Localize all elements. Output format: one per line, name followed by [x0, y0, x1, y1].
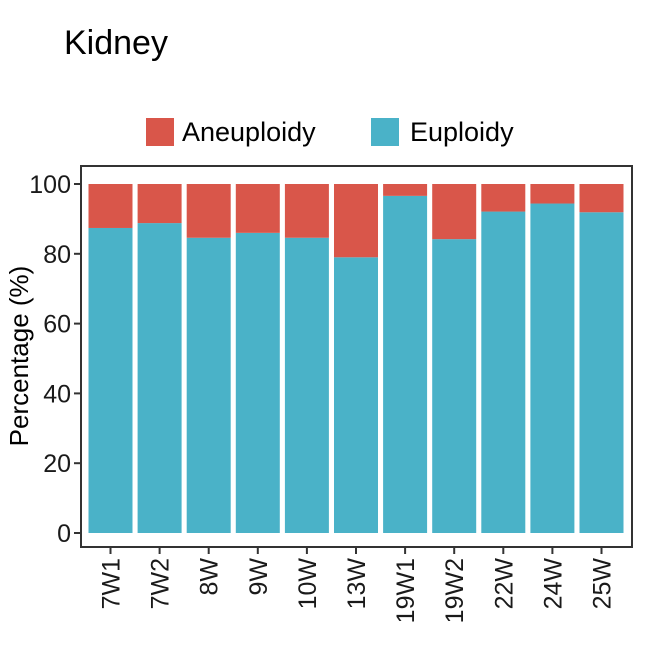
x-tick-label: 22W — [490, 558, 518, 610]
bar-group — [88, 184, 624, 534]
bar-segment-euploidy-19w1 — [383, 195, 428, 533]
bar-segment-euploidy-24w — [530, 203, 575, 534]
x-tick-label: 8W — [196, 558, 224, 596]
x-tick-label: 10W — [294, 558, 322, 610]
y-tick-label: 20 — [43, 450, 71, 478]
y-tick-label: 60 — [43, 311, 71, 339]
y-tick-label: 0 — [57, 520, 71, 548]
legend-swatch-euploidy — [371, 118, 399, 146]
chart-title: Kidney — [64, 24, 168, 62]
x-tick-label: 7W1 — [98, 558, 126, 609]
y-tick-label: 80 — [43, 241, 71, 269]
x-tick-label: 13W — [343, 558, 371, 610]
y-tick-label: 40 — [43, 380, 71, 408]
bar-segment-euploidy-7w2 — [137, 223, 182, 533]
bar-segment-euploidy-13w — [334, 257, 378, 533]
bar-segment-aneuploidy-24w — [530, 184, 575, 204]
bar-segment-euploidy-25w — [579, 212, 624, 533]
bar-segment-euploidy-9w — [235, 232, 280, 534]
x-tick-label: 9W — [245, 558, 273, 596]
x-tick-label: 24W — [539, 558, 567, 610]
bar-segment-euploidy-10w — [284, 237, 329, 533]
bar-segment-euploidy-19w2 — [432, 239, 477, 533]
y-tick-label: 100 — [29, 171, 71, 199]
bar-segment-euploidy-8w — [186, 237, 231, 533]
bar-segment-aneuploidy-19w1 — [383, 184, 428, 196]
bar-segment-aneuploidy-13w — [334, 184, 378, 258]
x-tick-label: 19W2 — [441, 558, 469, 623]
bar-segment-aneuploidy-22w — [481, 184, 526, 212]
bar-segment-aneuploidy-25w — [579, 184, 624, 213]
bar-segment-euploidy-22w — [481, 211, 526, 533]
bar-segment-aneuploidy-19w2 — [432, 184, 477, 240]
x-tick-label: 25W — [589, 558, 617, 610]
legend-label-aneuploidy: Aneuploidy — [182, 117, 316, 147]
legend: Aneuploidy Euploidy — [146, 117, 514, 147]
legend-label-euploidy: Euploidy — [410, 117, 514, 147]
bar-segment-aneuploidy-8w — [186, 184, 231, 238]
x-axis: 7W1 7W2 8W 9W 10W 13W 19W1 19W2 22W 24W 25W — [98, 547, 617, 623]
x-tick-label: 19W1 — [392, 558, 420, 623]
legend-swatch-aneuploidy — [146, 118, 174, 146]
bar-segment-aneuploidy-7w2 — [137, 184, 182, 224]
bar-segment-aneuploidy-9w — [235, 184, 280, 233]
y-axis-label: Percentage (%) — [4, 266, 34, 447]
bar-segment-aneuploidy-10w — [284, 184, 329, 238]
bar-segment-aneuploidy-7w1 — [88, 184, 133, 228]
y-axis: 0 20 40 60 80 100 — [29, 171, 81, 548]
x-tick-label: 7W2 — [147, 558, 175, 609]
bar-segment-euploidy-7w1 — [88, 227, 133, 533]
